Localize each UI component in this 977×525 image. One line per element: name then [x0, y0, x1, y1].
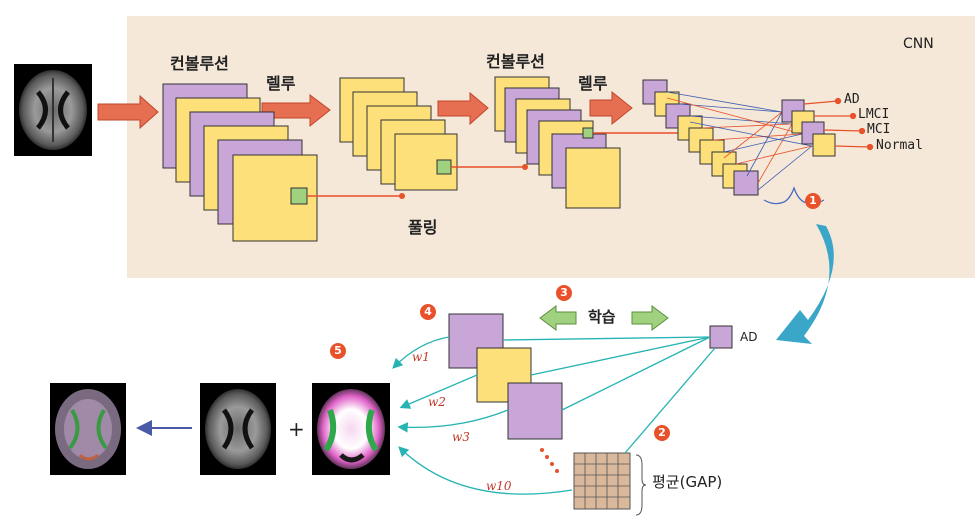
output-normal: Normal: [876, 138, 923, 153]
weight-arrows: [392, 336, 573, 495]
arrow-input-to-conv: [97, 94, 159, 130]
weight-w1: w1: [412, 350, 430, 364]
output-mci: MCI: [867, 122, 891, 137]
relu-label-1: 렐루: [266, 74, 296, 93]
gap-grid: [573, 452, 647, 516]
cnn-title: CNN: [903, 36, 934, 52]
gap-label: 평균(GAP): [652, 473, 723, 491]
output-pointers: [803, 97, 874, 151]
pool-label: 풀링: [408, 218, 438, 237]
overlay-result-image: [50, 383, 126, 475]
learn-label: 학습: [588, 308, 616, 326]
step-badge-5: 5: [330, 343, 346, 359]
pool-stack: [339, 77, 458, 191]
flow-arrows: [97, 90, 633, 130]
original-brain-image: [200, 383, 276, 475]
conv-stack-1: [162, 83, 318, 242]
weight-w3: w3: [452, 430, 470, 444]
weight-w10: w10: [486, 479, 512, 493]
ellipsis-dots: [540, 448, 559, 473]
output-ad: AD: [844, 92, 860, 107]
output-neurons: [781, 99, 836, 157]
ad-connections: [502, 336, 716, 454]
arrow-pool-to-conv: [437, 91, 489, 126]
input-brain-image: [14, 64, 92, 156]
step-badge-3: 3: [556, 285, 572, 301]
conv-label-2: 컨볼루션: [486, 52, 545, 71]
conv-label-1: 컨볼루션: [170, 54, 229, 73]
cam-heatmap: [312, 383, 390, 475]
ad-label: AD: [740, 330, 758, 344]
fc-connections: [666, 91, 813, 191]
ad-node: [709, 325, 733, 349]
step-badge-2: 2: [654, 425, 670, 441]
big-curved-arrow: [776, 224, 834, 344]
step-badge-1: 1: [805, 193, 821, 209]
arrow-conv-to-relu-2: [589, 90, 633, 126]
relu-label-2: 렐루: [578, 74, 608, 93]
plus-sign: +: [288, 417, 305, 441]
step-badge-4: 4: [420, 304, 436, 320]
cam-feature-maps: [448, 313, 563, 440]
learn-arrows: [539, 305, 669, 331]
output-lmci: LMCI: [858, 107, 890, 122]
weight-w2: w2: [428, 395, 446, 409]
conv-stack-2: [494, 76, 621, 209]
